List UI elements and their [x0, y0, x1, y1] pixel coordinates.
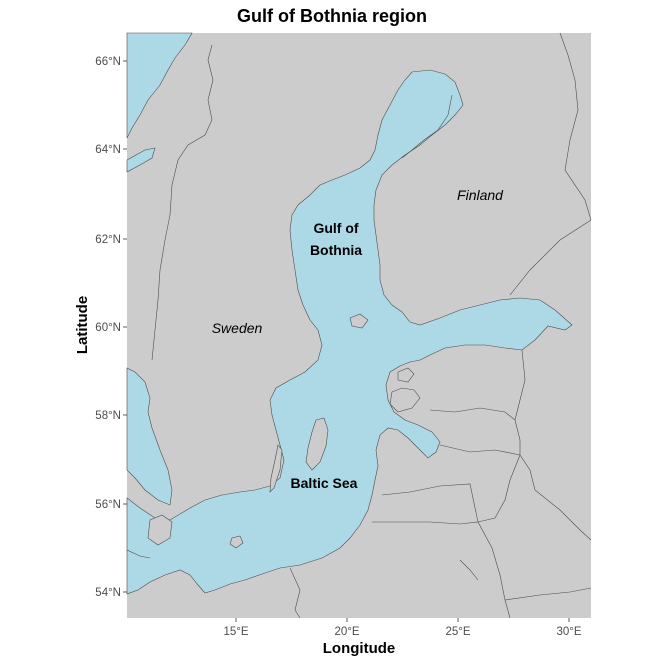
lithuania-belarus-border [477, 454, 521, 523]
y-axis-title: Latitude [74, 296, 91, 354]
saaremaa-island [389, 387, 421, 413]
zealand-island [147, 514, 173, 546]
norwegian-fjord-water [126, 147, 156, 173]
sweden-finland-border [401, 94, 453, 159]
poland-border [372, 521, 511, 619]
aland-islands [349, 313, 369, 329]
y-tick-label: 62°N [95, 234, 121, 246]
x-axis: 15°E 20°E 25°E 30°E [223, 618, 582, 638]
y-tick-label: 64°N [95, 144, 121, 156]
map-title: Gulf of Bothnia region [237, 6, 427, 26]
lake-border [459, 559, 479, 581]
estonia-latvia-border [429, 407, 516, 421]
finland-russia-border [559, 32, 592, 221]
country-borders [126, 32, 592, 619]
belarus-russia-border [534, 489, 592, 541]
baltic-sea-water [126, 69, 573, 595]
finland-east-border [509, 219, 592, 296]
denmark-germany-border [126, 549, 151, 559]
finland-label: Finland [457, 187, 504, 203]
estonia-russia-border [514, 349, 526, 421]
x-tick-label: 30°E [556, 626, 581, 638]
y-tick-label: 60°N [95, 322, 121, 334]
belarus-ukraine-border [504, 587, 592, 601]
lithuania-kaliningrad-border [381, 483, 479, 523]
gotland-island [305, 417, 329, 471]
sweden-norway-border [151, 44, 214, 361]
y-axis: 66°N 64°N 62°N 60°N 58°N 56°N 54°N [95, 56, 127, 599]
x-tick-label: 25°E [445, 626, 470, 638]
latvia-lithuania-border [439, 444, 521, 456]
norwegian-sea-water [126, 32, 193, 139]
x-tick-label: 15°E [223, 626, 248, 638]
oland-island [269, 444, 283, 493]
y-tick-label: 58°N [95, 410, 121, 422]
germany-poland-border [289, 567, 301, 619]
sweden-label: Sweden [212, 320, 263, 336]
gulf-of-bothnia-label-line2: Bothnia [310, 242, 362, 258]
hiiumaa-island [397, 367, 415, 383]
kattegat-water [126, 367, 173, 506]
gulf-of-bothnia-label-line1: Gulf of [313, 220, 358, 236]
baltic-sea-label: Baltic Sea [291, 475, 358, 491]
y-tick-label: 56°N [95, 499, 121, 511]
bornholm-island [229, 535, 244, 549]
y-tick-label: 66°N [95, 56, 121, 68]
x-axis-title: Longitude [323, 640, 395, 657]
y-tick-label: 54°N [95, 587, 121, 599]
x-tick-label: 20°E [334, 626, 359, 638]
